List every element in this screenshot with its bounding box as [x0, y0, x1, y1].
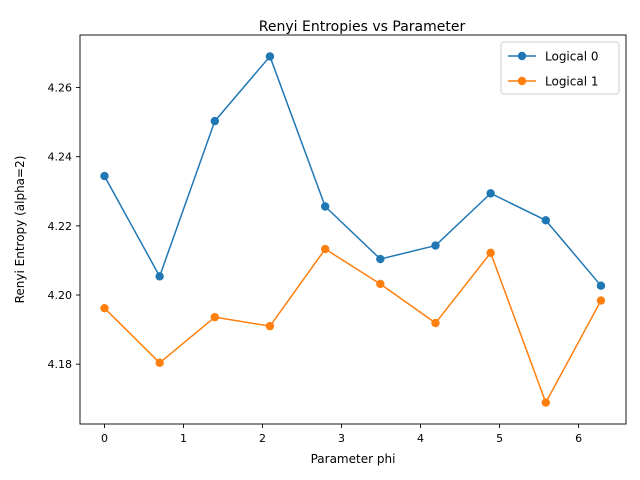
x-tick-label: 3	[338, 432, 345, 445]
plot-area: 0 1 2 3 4 5 6 4.18 4.20 4.22 4.24 4.26	[48, 34, 627, 445]
data-point-logical-1	[376, 279, 385, 289]
legend-marker-logical-1	[517, 76, 527, 86]
series-logical-0	[100, 52, 606, 290]
series-logical-1	[100, 244, 606, 407]
y-axis-ticks: 4.18 4.20 4.22 4.24 4.26	[48, 82, 80, 371]
series-layer	[100, 52, 606, 407]
y-tick-label: 4.20	[48, 289, 73, 302]
series-line-logical-1	[103, 248, 602, 404]
data-point-logical-1	[486, 248, 495, 258]
data-point-logical-1	[155, 358, 164, 367]
data-point-logical-0	[431, 241, 440, 250]
x-tick-label: 5	[496, 432, 503, 445]
legend: Logical 0 Logical 1	[500, 41, 620, 95]
series-line-logical-0	[103, 55, 602, 287]
legend-marker-logical-0	[517, 51, 527, 61]
data-point-logical-1	[541, 398, 550, 407]
x-axis-label: Parameter phi	[311, 452, 396, 466]
legend-label-logical-1: Logical 1	[545, 75, 599, 89]
data-point-logical-0	[320, 202, 330, 211]
plot-frame	[79, 34, 627, 425]
x-axis-ticks: 0 1 2 3 4 5 6	[101, 424, 582, 445]
y-tick-label: 4.24	[48, 151, 73, 164]
data-point-logical-0	[541, 216, 550, 225]
data-point-logical-0	[100, 171, 109, 181]
data-point-logical-1	[431, 318, 440, 328]
data-point-logical-1	[596, 296, 606, 305]
data-point-logical-1	[320, 244, 330, 254]
data-point-logical-1	[100, 303, 109, 313]
x-tick-label: 4	[417, 432, 424, 445]
data-point-logical-1	[265, 321, 275, 331]
data-point-logical-0	[596, 281, 606, 290]
x-tick-label: 0	[101, 432, 108, 445]
legend-label-logical-0: Logical 0	[545, 50, 599, 64]
y-tick-label: 4.18	[48, 358, 73, 371]
data-point-logical-0	[210, 116, 220, 126]
x-tick-label: 2	[259, 432, 266, 445]
x-tick-label: 6	[575, 432, 582, 445]
y-axis-label: Renyi Entropy (alpha=2)	[13, 156, 27, 304]
y-tick-label: 4.26	[48, 82, 73, 95]
y-tick-label: 4.22	[48, 220, 73, 233]
data-point-logical-0	[486, 189, 495, 198]
data-point-logical-0	[265, 52, 275, 61]
chart-title: Renyi Entropies vs Parameter	[259, 19, 466, 35]
x-tick-label: 1	[180, 432, 187, 445]
data-point-logical-1	[210, 312, 220, 322]
data-point-logical-0	[155, 272, 164, 281]
data-point-logical-0	[376, 254, 385, 264]
